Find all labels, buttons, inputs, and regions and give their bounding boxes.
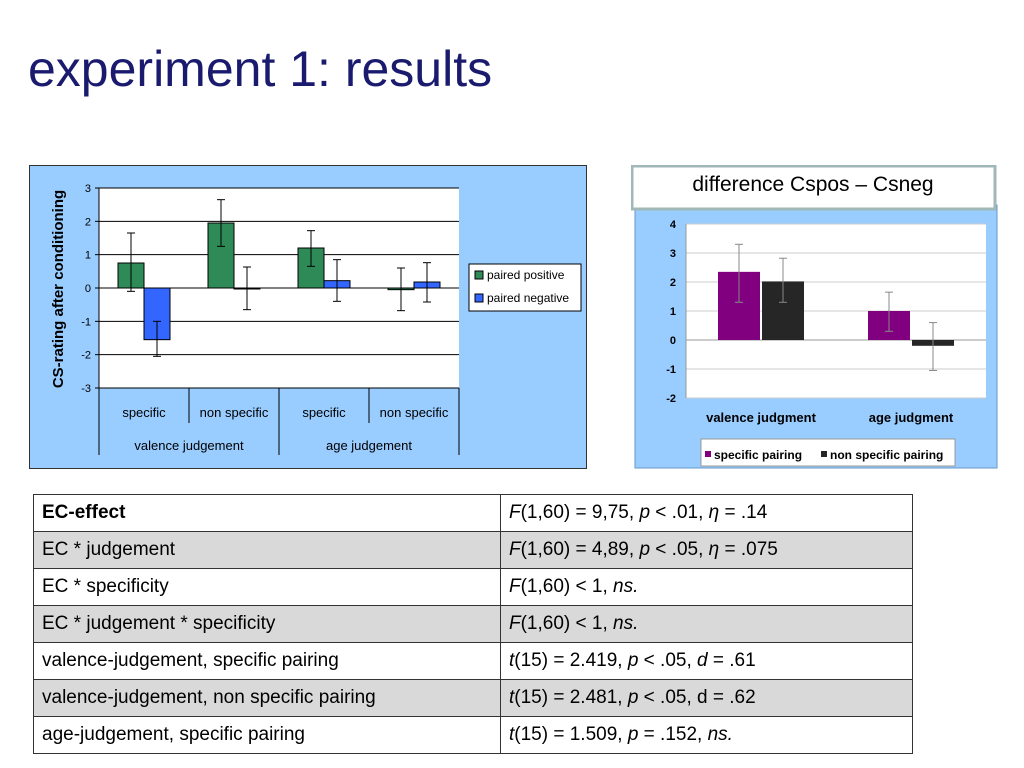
statistic-text: (1,60) = 4,89, [520, 539, 640, 560]
legend-label: paired negative [487, 291, 569, 305]
statistic-text: < .05, [638, 650, 698, 671]
legend-box [700, 438, 956, 467]
statistic-text: (15) = 1.509, [514, 724, 628, 745]
y-tick-label: 4 [670, 219, 677, 231]
statistic-text: F [509, 576, 521, 597]
statistic-text: < .05, [650, 539, 709, 560]
statistic-text: η [708, 539, 720, 560]
statistic-text: F [509, 502, 521, 523]
x-category-label: valence judgment [706, 410, 816, 425]
effect-cell: EC * judgement * specificity [33, 605, 501, 643]
effect-cell: age-judgement, specific pairing [33, 716, 501, 754]
legend-swatch [474, 270, 484, 280]
table-row: valence-judgement, non specific pairing t… [33, 679, 913, 717]
y-tick-label: -2 [666, 393, 676, 405]
statistic-text: p [627, 724, 639, 745]
effect-cell: valence-judgement, specific pairing [33, 642, 501, 680]
legend-label: non specific pairing [830, 448, 943, 462]
table-row: EC * judgement F(1,60) = 4,89, p < .05, η… [33, 531, 913, 569]
statistic-text: p [639, 502, 651, 523]
x-group-label: valence judgement [134, 438, 244, 453]
y-axis-label: CS-rating after conditioning [50, 190, 67, 388]
legend-swatch [705, 451, 711, 457]
table-row: EC * judgement * specificity F(1,60) < 1,… [33, 605, 913, 643]
x-category-label: age judgment [869, 410, 954, 425]
table-row: EC * specificity F(1,60) < 1, ns. [33, 568, 913, 606]
y-tick-label: 3 [670, 248, 676, 260]
table-row: age-judgement, specific pairing t(15) = 1… [33, 716, 913, 754]
cs-rating-bar-chart: 3 2 1 0 -1 -2 -3 specific non specific specific no… [29, 165, 587, 469]
statistic-text: ns. [613, 576, 639, 597]
chart-title: difference Cspos – Csneg [692, 173, 933, 196]
statistic-cell: t(15) = 1.509, p = .152, ns. [500, 716, 913, 754]
legend-swatch [474, 293, 484, 303]
y-tick-label: -1 [666, 364, 676, 376]
chart-title-box [631, 165, 997, 211]
y-tick-label: 1 [85, 250, 91, 262]
statistic-text: (1,60) = 9,75, [520, 502, 640, 523]
statistic-text: p [627, 687, 639, 708]
y-tick-label: -1 [81, 316, 91, 328]
y-tick-label: -3 [81, 383, 91, 395]
statistic-text: p [639, 539, 651, 560]
y-tick-label: 1 [670, 306, 676, 318]
statistic-text: ns. [707, 724, 733, 745]
y-tick-label: 2 [85, 216, 91, 228]
statistic-text: = .075 [719, 539, 778, 560]
legend-swatch [821, 451, 827, 457]
y-tick-label: 2 [670, 277, 676, 289]
difference-bar-chart: 4 3 2 1 0 -1 -2 valence judgment age judgment spe… [631, 165, 998, 469]
statistic-text: F [509, 613, 521, 634]
statistic-text: (1,60) < 1, [520, 613, 614, 634]
x-category-label: non specific [200, 405, 269, 420]
statistic-cell: F(1,60) = 4,89, p < .05, η = .075 [500, 531, 913, 569]
statistic-cell: F(1,60) = 9,75, p < .01, η = .14 [500, 494, 913, 532]
statistic-text: (1,60) < 1, [520, 576, 614, 597]
legend-label: paired positive [487, 268, 565, 282]
slide-title: experiment 1: results [28, 41, 493, 97]
effect-cell: EC-effect [33, 494, 501, 532]
statistic-text: t [509, 687, 515, 708]
statistic-cell: t(15) = 2.419, p < .05, d = .61 [500, 642, 913, 680]
statistic-text: ns. [613, 613, 639, 634]
statistics-table: EC-effect F(1,60) = 9,75, p < .01, η = .1… [33, 494, 913, 754]
statistic-text: η [708, 502, 720, 523]
x-group-label: age judgement [326, 438, 412, 453]
y-tick-label: 3 [85, 183, 91, 195]
legend-label: specific pairing [714, 448, 802, 462]
x-category-label: specific [122, 405, 166, 420]
statistic-cell: F(1,60) < 1, ns. [500, 568, 913, 606]
statistic-text: t [509, 650, 515, 671]
statistic-text: d [697, 650, 708, 671]
table-row: EC-effect F(1,60) = 9,75, p < .01, η = .1… [33, 494, 913, 532]
statistic-text: = .152, [638, 724, 708, 745]
statistic-text: = .14 [719, 502, 768, 523]
effect-cell: EC * specificity [33, 568, 501, 606]
statistic-text: = .61 [707, 650, 756, 671]
statistic-cell: F(1,60) < 1, ns. [500, 605, 913, 643]
y-tick-label: -2 [81, 350, 91, 362]
y-tick-label: 0 [85, 283, 91, 295]
legend: specific pairing non specific pairing [700, 438, 956, 467]
statistic-text: (15) = 2.419, [514, 650, 628, 671]
statistic-text: (15) = 2.481, [514, 687, 628, 708]
legend-box [468, 263, 582, 312]
statistic-cell: t(15) = 2.481, p < .05, d = .62 [500, 679, 913, 717]
statistic-text: < .05, d = .62 [638, 687, 756, 708]
statistic-text: < .01, [650, 502, 709, 523]
table-row: valence-judgement, specific pairing t(15)… [33, 642, 913, 680]
statistic-text: t [509, 724, 515, 745]
effect-cell: EC * judgement [33, 531, 501, 569]
y-tick-label: 0 [670, 335, 676, 347]
x-category-label: specific [302, 405, 346, 420]
x-category-label: non specific [380, 405, 449, 420]
legend: paired positive paired negative [468, 263, 582, 312]
statistic-text: F [509, 539, 521, 560]
statistic-text: p [627, 650, 639, 671]
effect-cell: valence-judgement, non specific pairing [33, 679, 501, 717]
